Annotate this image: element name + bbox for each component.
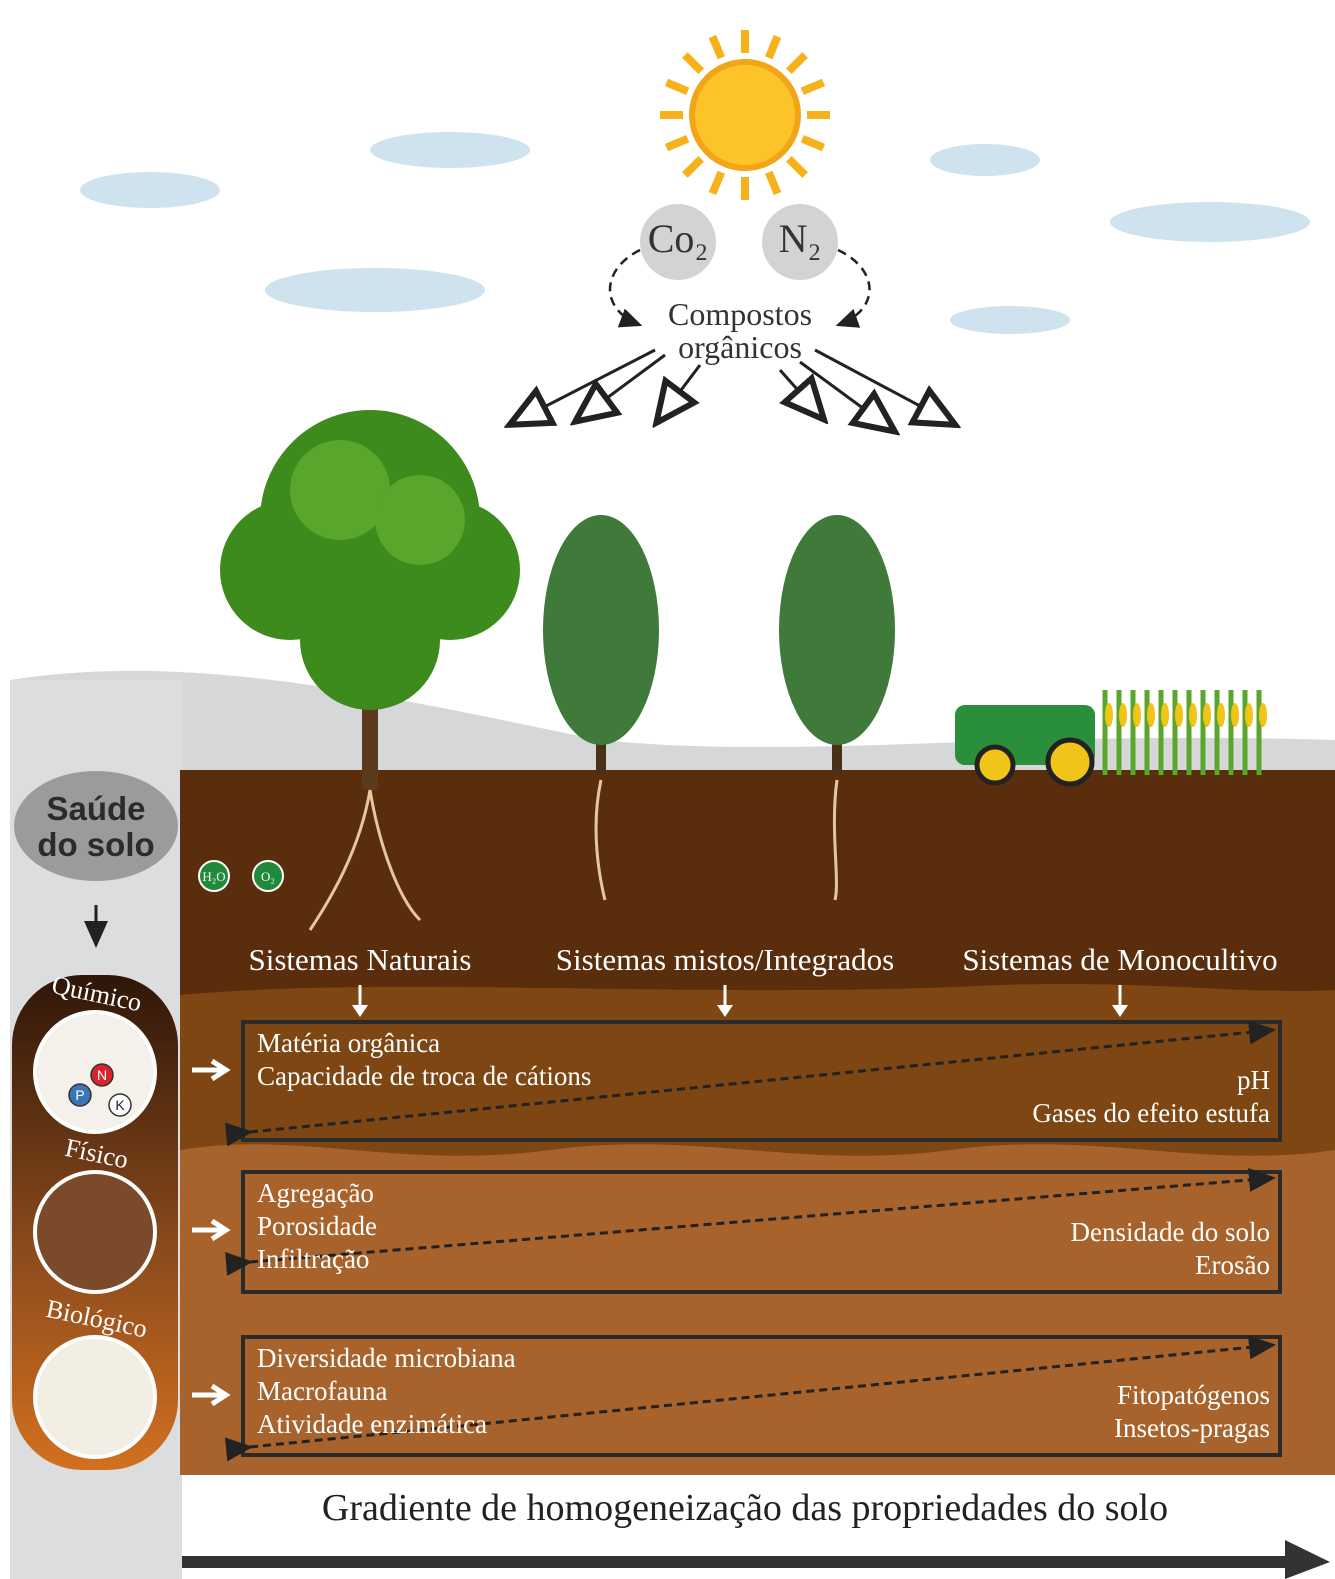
property-right: pH bbox=[1237, 1065, 1270, 1095]
property-left: Macrofauna bbox=[257, 1376, 387, 1406]
soil-health-title: Saúde bbox=[46, 790, 145, 827]
system-label: Sistemas mistos/Integrados bbox=[556, 942, 894, 977]
product-label: Compostos bbox=[668, 296, 812, 332]
property-right: Insetos-pragas bbox=[1114, 1413, 1270, 1443]
property-right: Densidade do solo bbox=[1071, 1217, 1270, 1247]
system-label: Sistemas Naturais bbox=[249, 942, 472, 977]
molecule-label: O₂ bbox=[261, 869, 275, 884]
soil-health-title: do solo bbox=[37, 826, 154, 863]
property-right: Erosão bbox=[1195, 1250, 1270, 1280]
corn-ear bbox=[1175, 703, 1183, 727]
diagram: Co₂ N₂ Compostos orgânicos bbox=[0, 0, 1335, 1579]
property-left: Matéria orgânica bbox=[257, 1028, 440, 1058]
property-left: Diversidade microbiana bbox=[257, 1343, 516, 1373]
molecule-label: H₂O bbox=[202, 869, 225, 884]
corn-ear bbox=[1231, 703, 1239, 727]
nutrient-label: P bbox=[75, 1087, 84, 1103]
sun-ray bbox=[802, 82, 823, 91]
system-label: Sistemas de Monocultivo bbox=[962, 942, 1277, 977]
nutrient-label: K bbox=[115, 1097, 125, 1113]
gas-label: Co₂ bbox=[648, 216, 709, 261]
gas-label: N₂ bbox=[779, 216, 822, 261]
sun-ray bbox=[802, 139, 823, 148]
sun-ray bbox=[666, 139, 687, 148]
sun-ray bbox=[769, 172, 778, 193]
corn-ear bbox=[1203, 703, 1211, 727]
property-left: Agregação bbox=[257, 1178, 374, 1208]
sun-ray bbox=[685, 55, 701, 71]
corn-ear bbox=[1147, 703, 1155, 727]
sun-ray bbox=[789, 159, 805, 175]
property-left: Porosidade bbox=[257, 1211, 377, 1241]
sun-ray bbox=[712, 172, 721, 193]
property-left: Capacidade de troca de cátions bbox=[257, 1061, 591, 1091]
property-right: Gases do efeito estufa bbox=[1032, 1098, 1270, 1128]
corn-ear bbox=[1259, 703, 1267, 727]
sun-ray bbox=[666, 82, 687, 91]
sun-ray bbox=[712, 36, 721, 57]
indicator-icon bbox=[35, 1337, 155, 1457]
corn-ear bbox=[1217, 703, 1225, 727]
product-label: orgânicos bbox=[678, 329, 802, 365]
property-right: Fitopatógenos bbox=[1117, 1380, 1270, 1410]
sun-ray bbox=[769, 36, 778, 57]
sun-ray bbox=[685, 159, 701, 175]
corn-ear bbox=[1133, 703, 1141, 727]
corn-ear bbox=[1105, 703, 1113, 727]
corn-ear bbox=[1161, 703, 1169, 727]
gradient-label: Gradiente de homogeneização das propried… bbox=[322, 1487, 1168, 1529]
property-left: Infiltração bbox=[257, 1244, 369, 1274]
corn-ear bbox=[1189, 703, 1197, 727]
nutrient-label: N bbox=[97, 1067, 107, 1083]
corn-ear bbox=[1119, 703, 1127, 727]
indicator-icon bbox=[35, 1172, 155, 1292]
property-left: Atividade enzimática bbox=[257, 1409, 487, 1439]
sun-ray bbox=[789, 55, 805, 71]
gradient-arrowhead bbox=[1285, 1540, 1330, 1579]
corn-ear bbox=[1245, 703, 1253, 727]
sun bbox=[660, 30, 830, 200]
